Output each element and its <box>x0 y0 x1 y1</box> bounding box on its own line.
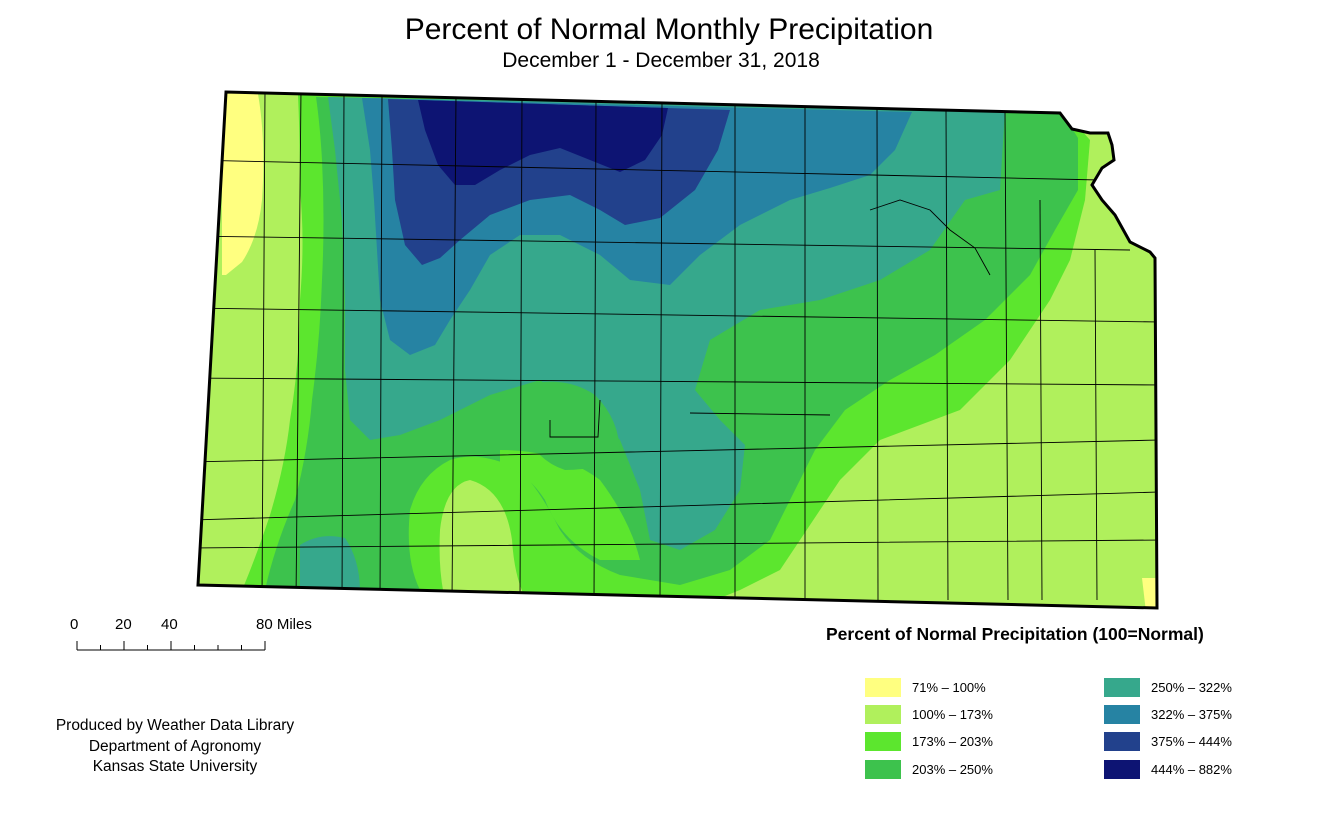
page-title: Percent of Normal Monthly Precipitation <box>404 13 934 46</box>
credit-line-3: Kansas State University <box>92 758 258 775</box>
legend-item-7: 375% – 444% <box>1104 731 1232 751</box>
zone-444-882 <box>418 100 668 185</box>
legend-item-8: 444% – 882% <box>1104 759 1232 779</box>
legend-swatch-7 <box>1104 731 1140 751</box>
legend-label-4: 203% – 250% <box>912 761 993 777</box>
legend-item-1: 71% – 100% <box>865 677 986 697</box>
legend-title: Percent of Normal Precipitation (100=Nor… <box>826 624 1204 644</box>
legend-item-4: 203% – 250% <box>865 759 993 779</box>
zone-203-250-central <box>525 381 620 470</box>
legend-swatch-3 <box>865 731 901 751</box>
legend-label-1: 71% – 100% <box>912 679 986 695</box>
scale-label-40: 40 <box>161 616 178 633</box>
legend-label-6: 322% – 375% <box>1151 706 1232 722</box>
scale-bar-ruler <box>76 641 266 651</box>
scale-label-0: 0 <box>70 616 79 633</box>
page-subtitle: December 1 - December 31, 2018 <box>502 49 820 72</box>
kansas-state-boundary <box>196 90 1159 610</box>
credit-line-1: Produced by Weather Data Library <box>55 717 295 734</box>
legend-label-3: 173% – 203% <box>912 733 993 749</box>
legend-item-5: 250% – 322% <box>1104 677 1232 697</box>
legend-label-5: 250% – 322% <box>1151 679 1232 695</box>
scale-label-20: 20 <box>115 616 132 633</box>
precipitation-zones <box>198 92 1157 608</box>
credit-line-2: Department of Agronomy <box>88 737 262 755</box>
legend-label-2: 100% – 173% <box>912 706 993 722</box>
legend-label-8: 444% – 882% <box>1151 761 1232 777</box>
zone-250-322-southwest <box>300 536 360 592</box>
scale-label-80: 80 Miles <box>256 616 312 633</box>
zone-71-100-west <box>222 92 264 275</box>
scale-bar: 0 20 40 80 Miles <box>60 612 340 662</box>
credits: Produced by Weather Data Library Departm… <box>20 716 330 778</box>
legend-item-6: 322% – 375% <box>1104 704 1232 724</box>
legend-swatch-6 <box>1104 704 1140 724</box>
legend-swatch-2 <box>865 704 901 724</box>
legend-swatch-4 <box>865 759 901 779</box>
legend-item-3: 173% – 203% <box>865 731 993 751</box>
legend-label-7: 375% – 444% <box>1151 733 1232 749</box>
legend-item-2: 100% – 173% <box>865 704 993 724</box>
legend-swatch-5 <box>1104 677 1140 697</box>
legend-swatch-1 <box>865 677 901 697</box>
zone-173-203-pocket <box>500 450 640 560</box>
legend-swatch-8 <box>1104 759 1140 779</box>
county-lines <box>198 92 1157 601</box>
